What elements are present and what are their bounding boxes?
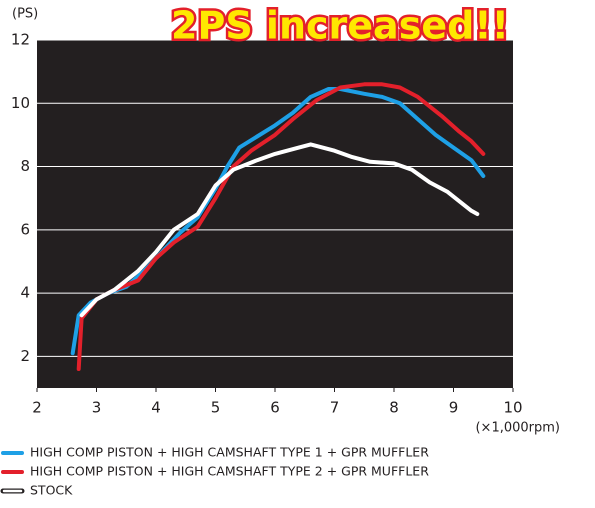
x-tick-label: 5 (211, 399, 221, 417)
x-tick-label: 9 (449, 399, 459, 417)
x-tick-label: 10 (503, 399, 522, 417)
y-tick-label: 10 (11, 94, 30, 112)
y-tick-label: 12 (11, 31, 30, 49)
x-tick-label: 4 (151, 399, 161, 417)
x-tick-label: 3 (92, 399, 102, 417)
y-tick-label: 4 (20, 284, 30, 302)
series-line (76, 82, 486, 371)
x-tick-label: 6 (270, 399, 280, 417)
x-axis-label: (×1,000rpm) (475, 421, 560, 436)
legend-label: HIGH COMP PISTON + HIGH CAMSHAFT TYPE 2 … (30, 464, 429, 479)
plot-area (37, 40, 513, 388)
annotation: 2PS increased!! (171, 4, 509, 48)
y-tick-label: 6 (20, 220, 30, 238)
x-tick-label: 2 (32, 399, 42, 417)
x-tick-label: 8 (389, 399, 399, 417)
y-tick-label: 8 (20, 157, 30, 175)
series-line (79, 142, 480, 318)
y-axis-label: (PS) (12, 7, 38, 22)
legend-label: HIGH COMP PISTON + HIGH CAMSHAFT TYPE 1 … (30, 445, 429, 460)
x-tick-label: 7 (330, 399, 340, 417)
legend-label: STOCK (30, 483, 73, 498)
y-tick-label: 2 (20, 347, 30, 365)
